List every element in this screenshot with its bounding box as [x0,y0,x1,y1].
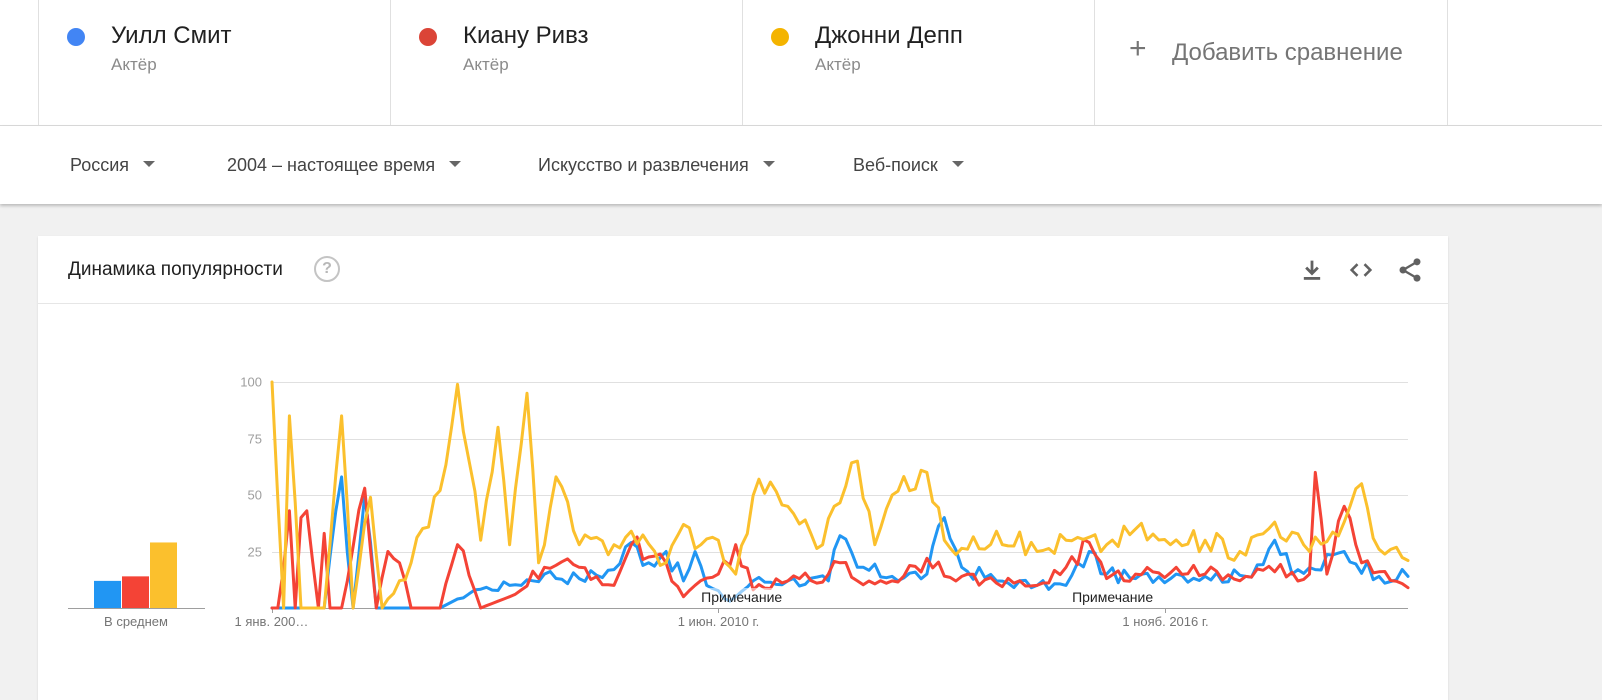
embed-code-icon[interactable] [1347,256,1375,284]
annotation-label: Примечание [701,589,782,605]
average-bar [94,580,121,608]
series-color-dot [419,28,437,46]
annotation-label: Примечание [1072,589,1153,605]
region-value: Россия [70,154,130,175]
series-line [270,470,1410,610]
y-tick-label: 50 [248,488,262,503]
dropdown-arrow-icon [762,161,775,167]
chart-area: В среднем 25 50 75 100 1 янв. 200… 1 июн. 201… [68,375,1410,629]
comparison-bar: Уилл Смит Актёр Киану Ривз Актёр Джонни … [0,0,1602,126]
x-tick-label: 1 янв. 200… [235,614,309,629]
filter-bar: Россия 2004 – настоящее время Искусство … [0,126,1602,204]
average-bar [122,576,149,608]
period-value: 2004 – настоящее время [227,154,436,175]
period-dropdown[interactable]: 2004 – настоящее время [227,126,462,204]
card-title: Динамика популярности [68,259,283,280]
category-value: Искусство и развлечения [538,154,749,175]
series-color-dot [67,28,85,46]
y-tick-label: 25 [248,545,262,560]
download-icon[interactable] [1298,256,1326,284]
term-name[interactable]: Уилл Смит [111,22,232,49]
interest-over-time-card: Динамика популярности ? В среднем 25 50 75… [38,236,1448,700]
term-card-1[interactable]: Уилл Смит Актёр [38,0,390,125]
add-comparison-button[interactable]: + Добавить сравнение [1094,0,1448,125]
add-comparison-label: Добавить сравнение [1172,39,1403,66]
annotation-background [1066,588,1159,606]
term-name[interactable]: Киану Ривз [463,22,589,49]
average-label: В среднем [104,614,168,629]
dropdown-arrow-icon [951,161,964,167]
term-card-3[interactable]: Джонни Депп Актёр [742,0,1094,125]
search-type-dropdown[interactable]: Веб-поиск [853,126,964,204]
plus-icon: + [1129,32,1147,65]
card-header: Динамика популярности ? [38,236,1448,304]
term-type: Актёр [815,55,861,74]
series-line [270,380,1410,610]
annotation-background [695,588,788,606]
average-bars: В среднем [68,542,205,629]
y-tick-label: 75 [248,432,262,447]
series-color-dot [771,28,789,46]
term-type: Актёр [111,55,157,74]
average-bar [150,542,177,608]
series-line [270,475,1410,610]
term-name[interactable]: Джонни Депп [815,22,963,49]
share-icon[interactable] [1396,256,1424,284]
dropdown-arrow-icon [143,161,156,167]
term-card-2[interactable]: Киану Ривз Актёр [390,0,742,125]
term-type: Актёр [463,55,509,74]
search-type-value: Веб-поиск [853,154,938,175]
category-dropdown[interactable]: Искусство и развлечения [538,126,775,204]
y-tick-label: 100 [240,375,262,390]
x-tick-label: 1 нояб. 2016 г. [1122,614,1208,629]
region-dropdown[interactable]: Россия [70,126,156,204]
help-circle-icon[interactable]: ? [314,256,340,282]
trend-line-chart: 25 50 75 100 1 янв. 200… 1 июн. 2010 г. 1 нояб… [235,375,1410,629]
x-tick-label: 1 июн. 2010 г. [678,614,760,629]
dropdown-arrow-icon [449,161,462,167]
